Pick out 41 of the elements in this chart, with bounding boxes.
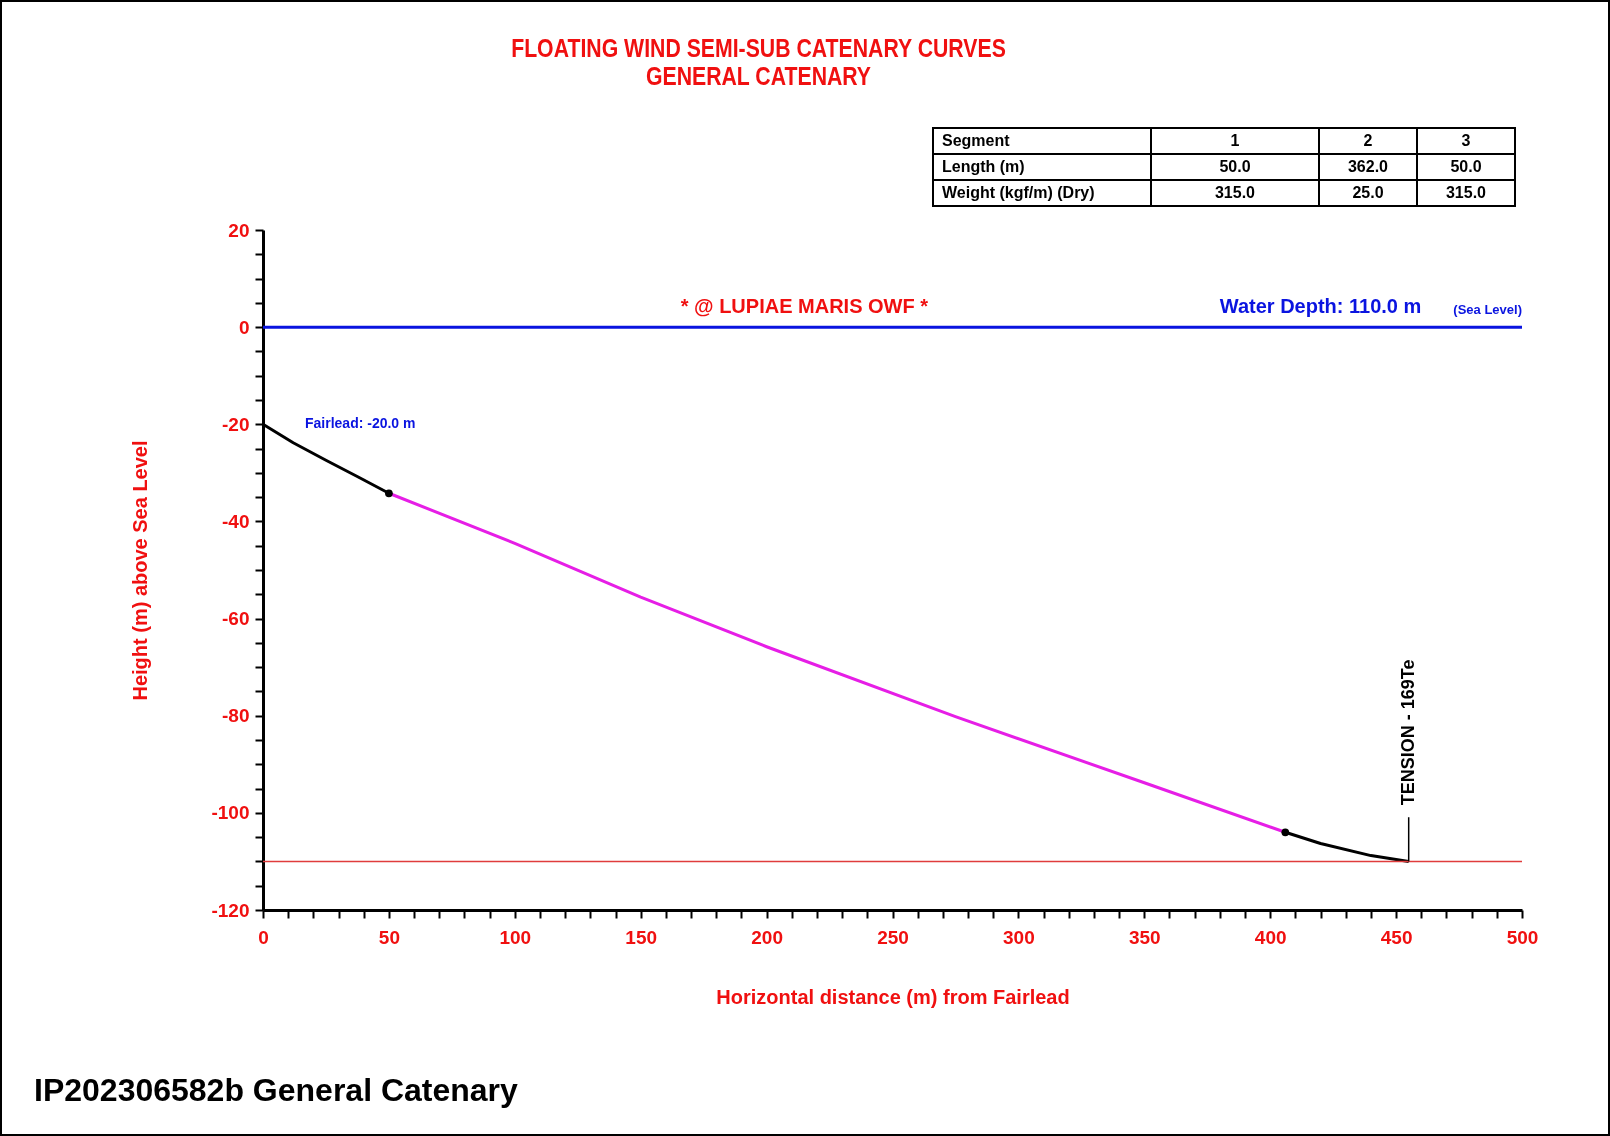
text: 3 xyxy=(1417,128,1515,154)
text: Weight (kgf/m) (Dry) xyxy=(933,180,1151,206)
x-tick-label: 100 xyxy=(499,926,532,948)
x-tick-label: 0 xyxy=(258,926,269,948)
y-tick-label: -60 xyxy=(222,608,250,630)
x-tick-label: 350 xyxy=(1128,926,1161,948)
chart-subtitle: GENERAL CATENARY xyxy=(644,62,873,90)
text: 50.0 xyxy=(1151,154,1319,180)
x-tick-label: 150 xyxy=(625,926,658,948)
x-tick-label: 400 xyxy=(1254,926,1287,948)
x-axis-title: Horizontal distance (m) from Fairlead xyxy=(716,985,1070,1008)
text: Length (m) xyxy=(933,154,1151,180)
annotation: Fairlead: -20.0 m xyxy=(305,415,416,432)
text: IP202306582b General Catenary xyxy=(34,1072,518,1109)
annotation: TENSION - 169Te xyxy=(1397,659,1418,806)
y-tick-label: -80 xyxy=(222,705,250,727)
chart-title: FLOATING WIND SEMI-SUB CATENARY CURVES xyxy=(510,34,1007,62)
y-tick-label: 0 xyxy=(238,316,250,338)
annotation: Water Depth: 110.0 m xyxy=(1219,295,1422,318)
text: 362.0 xyxy=(1319,154,1417,180)
text: 25.0 xyxy=(1319,180,1417,206)
x-tick-label: 50 xyxy=(378,926,400,948)
y-tick-label: -40 xyxy=(222,510,250,532)
text: 2 xyxy=(1319,128,1417,154)
x-tick-label: 500 xyxy=(1506,926,1539,948)
y-axis-title: Height (m) above Sea Level xyxy=(129,440,152,701)
text: 315.0 xyxy=(1151,180,1319,206)
y-tick-label: -100 xyxy=(211,802,250,824)
text: Segment xyxy=(933,128,1151,154)
x-tick-label: 300 xyxy=(1003,926,1035,948)
text: 1 xyxy=(1151,128,1319,154)
y-tick-label: 20 xyxy=(228,219,250,241)
y-tick-label: -120 xyxy=(211,899,250,921)
x-tick-label: 200 xyxy=(751,926,783,948)
y-tick-label: -20 xyxy=(222,413,250,435)
x-tick-label: 450 xyxy=(1380,926,1413,948)
x-tick-label: 250 xyxy=(877,926,909,948)
text: 50.0 xyxy=(1417,154,1515,180)
ref-line-label: (Sea Level) xyxy=(1453,302,1522,318)
annotation: * @ LUPIAE MARIS OWF * xyxy=(680,295,929,318)
text: 315.0 xyxy=(1417,180,1515,206)
